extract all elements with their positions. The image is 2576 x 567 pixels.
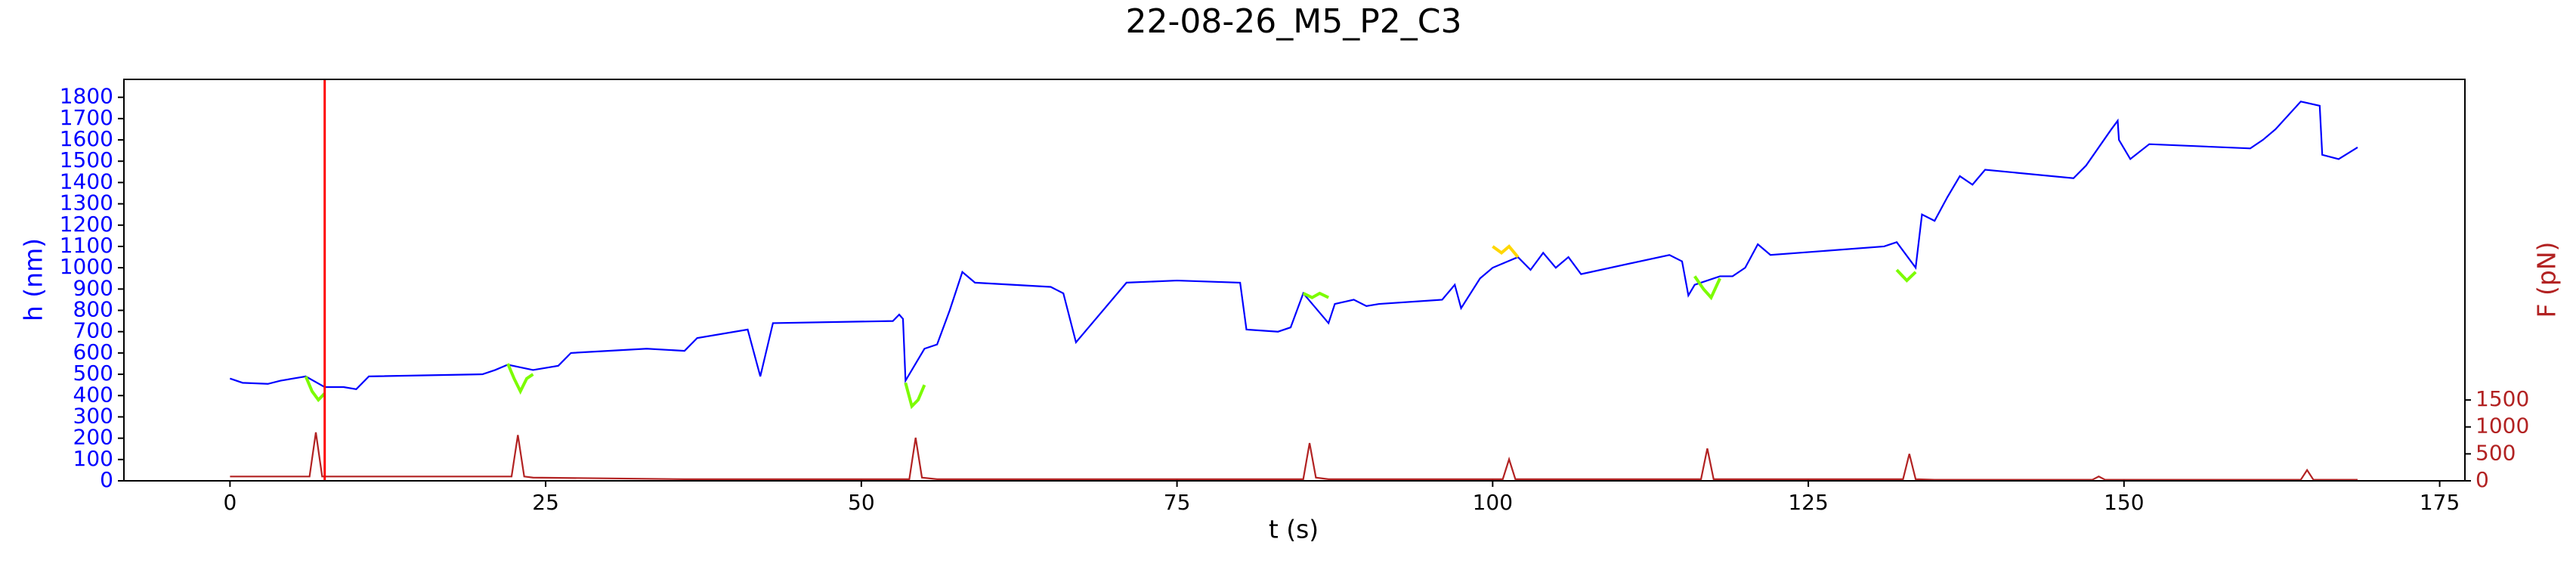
series-line	[230, 101, 2358, 390]
y-tick-label: 800	[73, 297, 113, 322]
y-axis-label: h (nm)	[19, 238, 48, 321]
y-tick-label: 700	[73, 318, 113, 343]
y-tick-label: 900	[73, 275, 113, 300]
y-tick-label: 1800	[60, 84, 113, 109]
y-tick-label: 1000	[60, 254, 113, 279]
x-tick-label: 25	[532, 490, 559, 515]
y-tick-label: 100	[73, 446, 113, 471]
y-tick-label: 1300	[60, 191, 113, 215]
y-tick-label: 600	[73, 339, 113, 364]
y-tick-label: 400	[73, 382, 113, 407]
y2-tick-label: 1500	[2475, 386, 2529, 411]
x-tick-label: 100	[1473, 490, 1513, 515]
y-tick-label: 1200	[60, 212, 113, 237]
y-tick-label: 0	[100, 467, 113, 492]
y2-tick-label: 500	[2475, 440, 2516, 465]
series-line	[230, 432, 2358, 481]
y2-tick-label: 1000	[2475, 414, 2529, 438]
y-tick-label: 200	[73, 425, 113, 450]
x-axis-label: t (s)	[1269, 515, 1319, 544]
x-tick-label: 50	[848, 490, 875, 515]
y-tick-label: 1500	[60, 147, 113, 172]
chart-title: 22-08-26_M5_P2_C3	[1126, 2, 1462, 41]
series-line	[904, 382, 926, 410]
x-tick-label: 125	[1788, 490, 1828, 515]
series-line	[1302, 291, 1329, 299]
series-line	[304, 376, 326, 402]
y-tick-label: 1100	[60, 233, 113, 258]
series-line	[1895, 268, 1917, 283]
x-tick-label: 175	[2420, 490, 2460, 515]
y-tick-label: 500	[73, 361, 113, 386]
y2-tick-label: 0	[2475, 467, 2489, 492]
x-tick-label: 0	[223, 490, 237, 515]
x-tick-label: 150	[2104, 490, 2144, 515]
series-line	[1693, 275, 1721, 301]
y-tick-label: 1700	[60, 105, 113, 130]
series-line	[506, 363, 534, 395]
y-tick-label: 300	[73, 403, 113, 428]
x-tick-label: 75	[1164, 490, 1191, 515]
y-tick-label: 1600	[60, 126, 113, 151]
y2-axis-label: F (pN)	[2532, 242, 2562, 318]
plot-frame	[123, 79, 2466, 482]
y-tick-label: 1400	[60, 169, 113, 194]
series-line	[1492, 244, 1520, 259]
